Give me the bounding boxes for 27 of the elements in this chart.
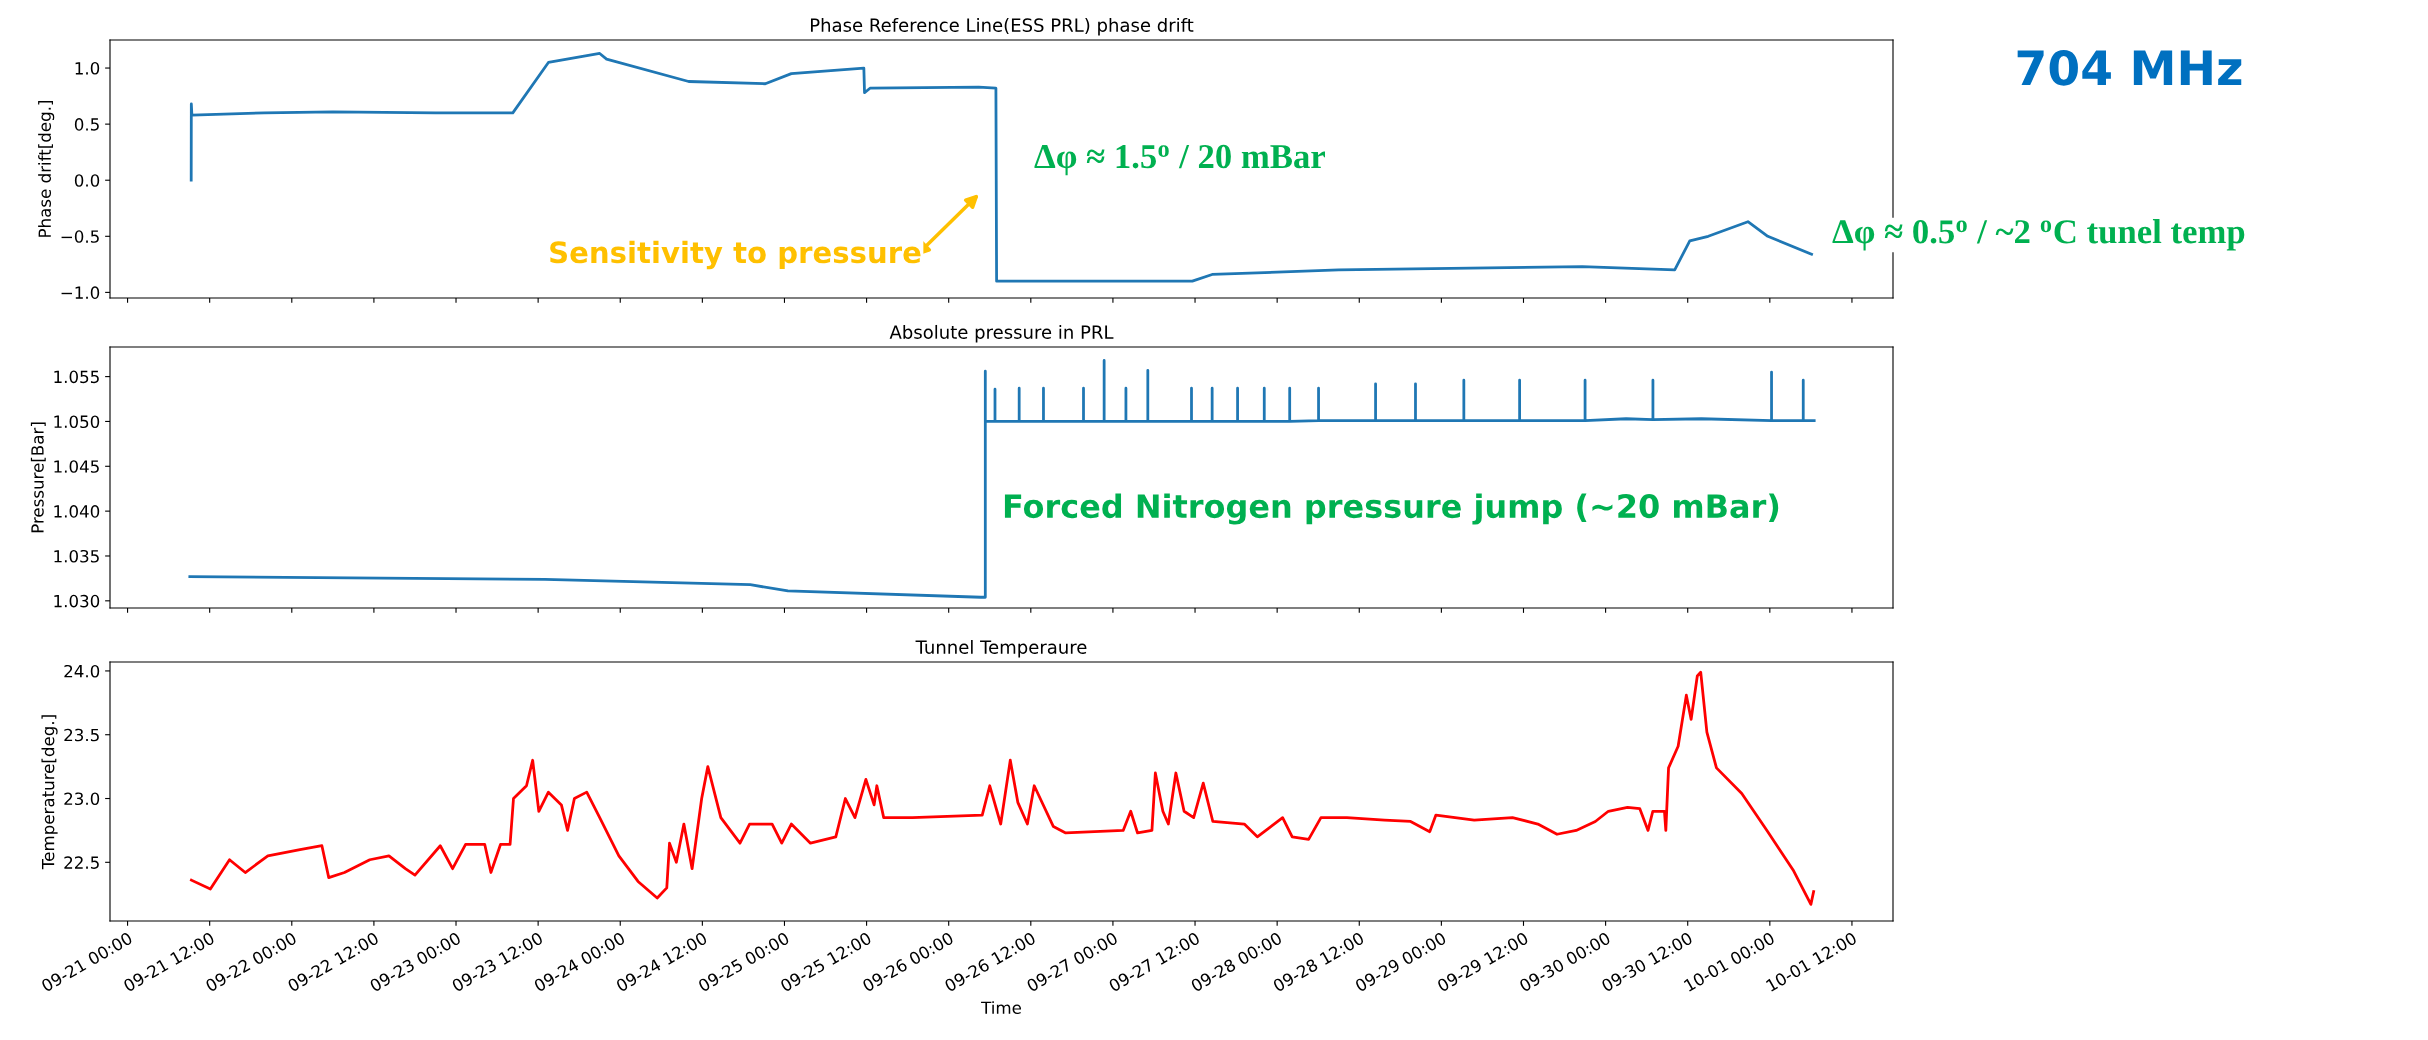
y-tick-label: 22.5 xyxy=(64,856,99,869)
annotation: Δφ ≈ 0.5$^{o}$ / ~2 $^{o}$C tunel temp xyxy=(1832,219,2245,251)
y-tick-label: 1.045 xyxy=(54,460,99,473)
y-tick-label: 23.5 xyxy=(64,728,99,742)
y-tick-label: 24.0 xyxy=(64,664,100,678)
y-axis-title: Pressure[Bar] xyxy=(30,422,46,533)
y-tick-label: −1.0 xyxy=(61,286,100,299)
chart-title: Phase Reference Line(ESS PRL) phase drift xyxy=(810,17,1194,36)
x-axis-title: Time xyxy=(981,1001,1021,1015)
y-tick-label: 1.0 xyxy=(75,62,100,75)
annotation: Δφ ≈ 1.5$^{o}$ / 20 mBar xyxy=(1034,144,1326,176)
chart-title: Tunnel Temperaure xyxy=(915,639,1087,658)
y-axis-title: Phase drift[deg.] xyxy=(38,100,55,237)
y-axis-title: Temperature[deg.] xyxy=(41,715,58,870)
y-tick-label: 0.0 xyxy=(74,174,100,187)
annotation: Sensitivity to pressure xyxy=(550,240,921,270)
text: 704 MHz xyxy=(2017,49,2242,86)
y-tick-label: 1.050 xyxy=(54,415,100,429)
y-tick-label: 1.055 xyxy=(54,370,99,384)
y-tick-label: 1.035 xyxy=(54,549,99,563)
chart-title: Absolute pressure in PRL xyxy=(889,324,1114,343)
y-tick-label: 0.5 xyxy=(74,118,99,131)
y-tick-label: −0.5 xyxy=(61,230,99,243)
annotation: Forced Nitrogen pressure jump (~20 mBar) xyxy=(1004,493,1779,525)
y-tick-label: 1.030 xyxy=(54,594,100,608)
y-tick-label: 23.0 xyxy=(64,792,100,806)
y-tick-label: 1.040 xyxy=(54,505,100,518)
